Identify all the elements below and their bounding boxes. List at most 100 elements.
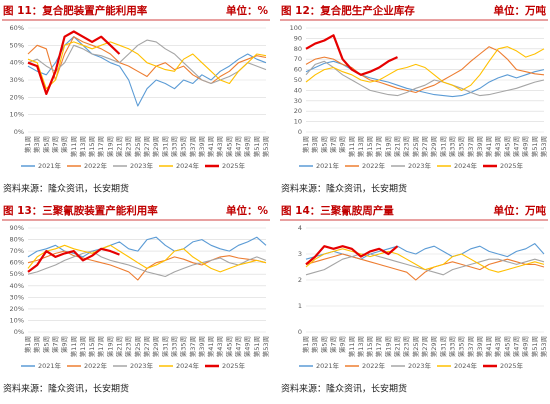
source-note: 资料来源：隆众资讯，长安期货 — [3, 183, 129, 195]
x-tick-label: 第37周 — [188, 136, 197, 157]
x-tick-label: 第43周 — [215, 336, 224, 357]
x-tick-label: 第41周 — [484, 136, 493, 157]
legend-label: 2025年 — [500, 361, 524, 370]
y-tick-label: 20% — [10, 305, 24, 313]
x-tick-label: 第9周 — [60, 336, 69, 353]
y-tick-label: 2 — [298, 276, 302, 284]
x-tick-label: 第31周 — [160, 336, 169, 357]
x-tick-label: 第23周 — [402, 136, 411, 157]
y-tick-label: 30% — [10, 76, 24, 84]
x-tick-label: 第21周 — [393, 136, 402, 157]
x-tick-label: 第53周 — [261, 136, 270, 157]
series-line — [27, 244, 267, 273]
series-line — [305, 245, 399, 266]
x-tick-label: 第39周 — [197, 336, 206, 357]
x-tick-label: 第5周 — [41, 336, 50, 353]
x-tick-label: 第29周 — [151, 136, 160, 157]
x-tick-label: 第47周 — [234, 136, 243, 157]
x-tick-label: 第13周 — [78, 336, 87, 357]
source-note: 资料来源：隆众资讯，长安期货 — [281, 383, 407, 395]
y-tick-label: 50 — [294, 76, 302, 84]
x-tick-label: 第39周 — [475, 136, 484, 157]
y-tick-label: 60 — [294, 66, 302, 74]
x-tick-label: 第9周 — [338, 136, 347, 153]
x-tick-label: 第15周 — [365, 336, 374, 357]
series-line — [27, 41, 267, 90]
x-tick-label: 第31周 — [438, 336, 447, 357]
x-tick-label: 第41周 — [484, 336, 493, 357]
unit-label: 单位：% — [226, 4, 268, 17]
x-tick-label: 第23周 — [124, 136, 133, 157]
x-tick-label: 第49周 — [243, 136, 252, 157]
legend-label: 2024年 — [176, 161, 200, 170]
y-tick-label: 1 — [298, 302, 302, 310]
series-line — [27, 36, 267, 107]
legend-label: 2023年 — [130, 361, 154, 370]
y-tick-label: 50% — [10, 270, 24, 278]
legend-label: 2022年 — [84, 161, 108, 170]
x-tick-label: 第35周 — [457, 336, 466, 357]
x-tick-label: 第5周 — [319, 136, 328, 153]
x-tick-label: 第51周 — [252, 336, 261, 357]
x-tick-label: 第29周 — [429, 136, 438, 157]
y-tick-label: 4 — [298, 224, 302, 232]
y-tick-label: 30% — [10, 293, 24, 301]
x-tick-label: 第21周 — [115, 136, 124, 157]
x-tick-label: 第27周 — [420, 336, 429, 357]
x-tick-label: 第31周 — [160, 136, 169, 157]
x-tick-label: 第49周 — [243, 336, 252, 357]
y-tick-label: 70 — [294, 55, 302, 63]
y-tick-label: 10 — [294, 118, 302, 126]
x-tick-label: 第17周 — [96, 136, 105, 157]
x-tick-label: 第23周 — [124, 336, 133, 357]
y-tick-label: 0% — [14, 328, 24, 336]
x-tick-label: 第35周 — [179, 136, 188, 157]
x-tick-label: 第51周 — [252, 136, 261, 157]
unit-label: 单位：% — [226, 204, 268, 217]
x-tick-label: 第9周 — [60, 136, 69, 153]
x-tick-label: 第45周 — [224, 336, 233, 357]
legend-label: 2025年 — [500, 161, 524, 170]
y-tick-label: 90 — [294, 34, 302, 42]
x-tick-label: 第43周 — [493, 336, 502, 357]
series-line — [27, 250, 267, 281]
y-tick-label: 90% — [10, 224, 24, 232]
x-tick-label: 第17周 — [374, 136, 383, 157]
x-tick-label: 第35周 — [179, 336, 188, 357]
x-tick-label: 第43周 — [493, 136, 502, 157]
y-tick-label: 40% — [10, 282, 24, 290]
x-tick-label: 第17周 — [96, 336, 105, 357]
x-tick-label: 第41周 — [206, 336, 215, 357]
x-tick-label: 第29周 — [151, 336, 160, 357]
y-tick-label: 0 — [298, 128, 302, 136]
series-line — [305, 60, 545, 98]
y-tick-label: 20 — [294, 107, 302, 115]
source-note: 资料来源：隆众资讯，长安期货 — [281, 183, 407, 195]
x-tick-label: 第21周 — [115, 336, 124, 357]
y-tick-label: 80% — [10, 236, 24, 244]
chart-title: 图 11：复合肥装置产能利用率 — [3, 4, 148, 17]
x-tick-label: 第41周 — [206, 136, 215, 157]
x-tick-label: 第19周 — [383, 136, 392, 157]
x-tick-label: 第17周 — [374, 336, 383, 357]
x-tick-label: 第11周 — [347, 336, 356, 357]
legend-label: 2022年 — [362, 361, 386, 370]
x-tick-label: 第33周 — [447, 336, 456, 357]
x-tick-label: 第43周 — [215, 136, 224, 157]
series-line — [305, 34, 398, 76]
y-tick-label: 0% — [14, 128, 24, 136]
x-tick-label: 第5周 — [41, 136, 50, 153]
legend-label: 2023年 — [130, 161, 154, 170]
x-tick-label: 第19周 — [105, 136, 114, 157]
series-line — [305, 60, 545, 97]
x-tick-label: 第35周 — [457, 136, 466, 157]
x-tick-label: 第21周 — [393, 336, 402, 357]
unit-label: 单位：万吨 — [494, 204, 547, 217]
x-tick-label: 第27周 — [142, 336, 151, 357]
x-tick-label: 第13周 — [356, 336, 365, 357]
legend-label: 2022年 — [84, 361, 108, 370]
x-tick-label: 第31周 — [438, 136, 447, 157]
x-tick-label: 第3周 — [310, 136, 319, 153]
x-tick-label: 第7周 — [328, 336, 337, 353]
